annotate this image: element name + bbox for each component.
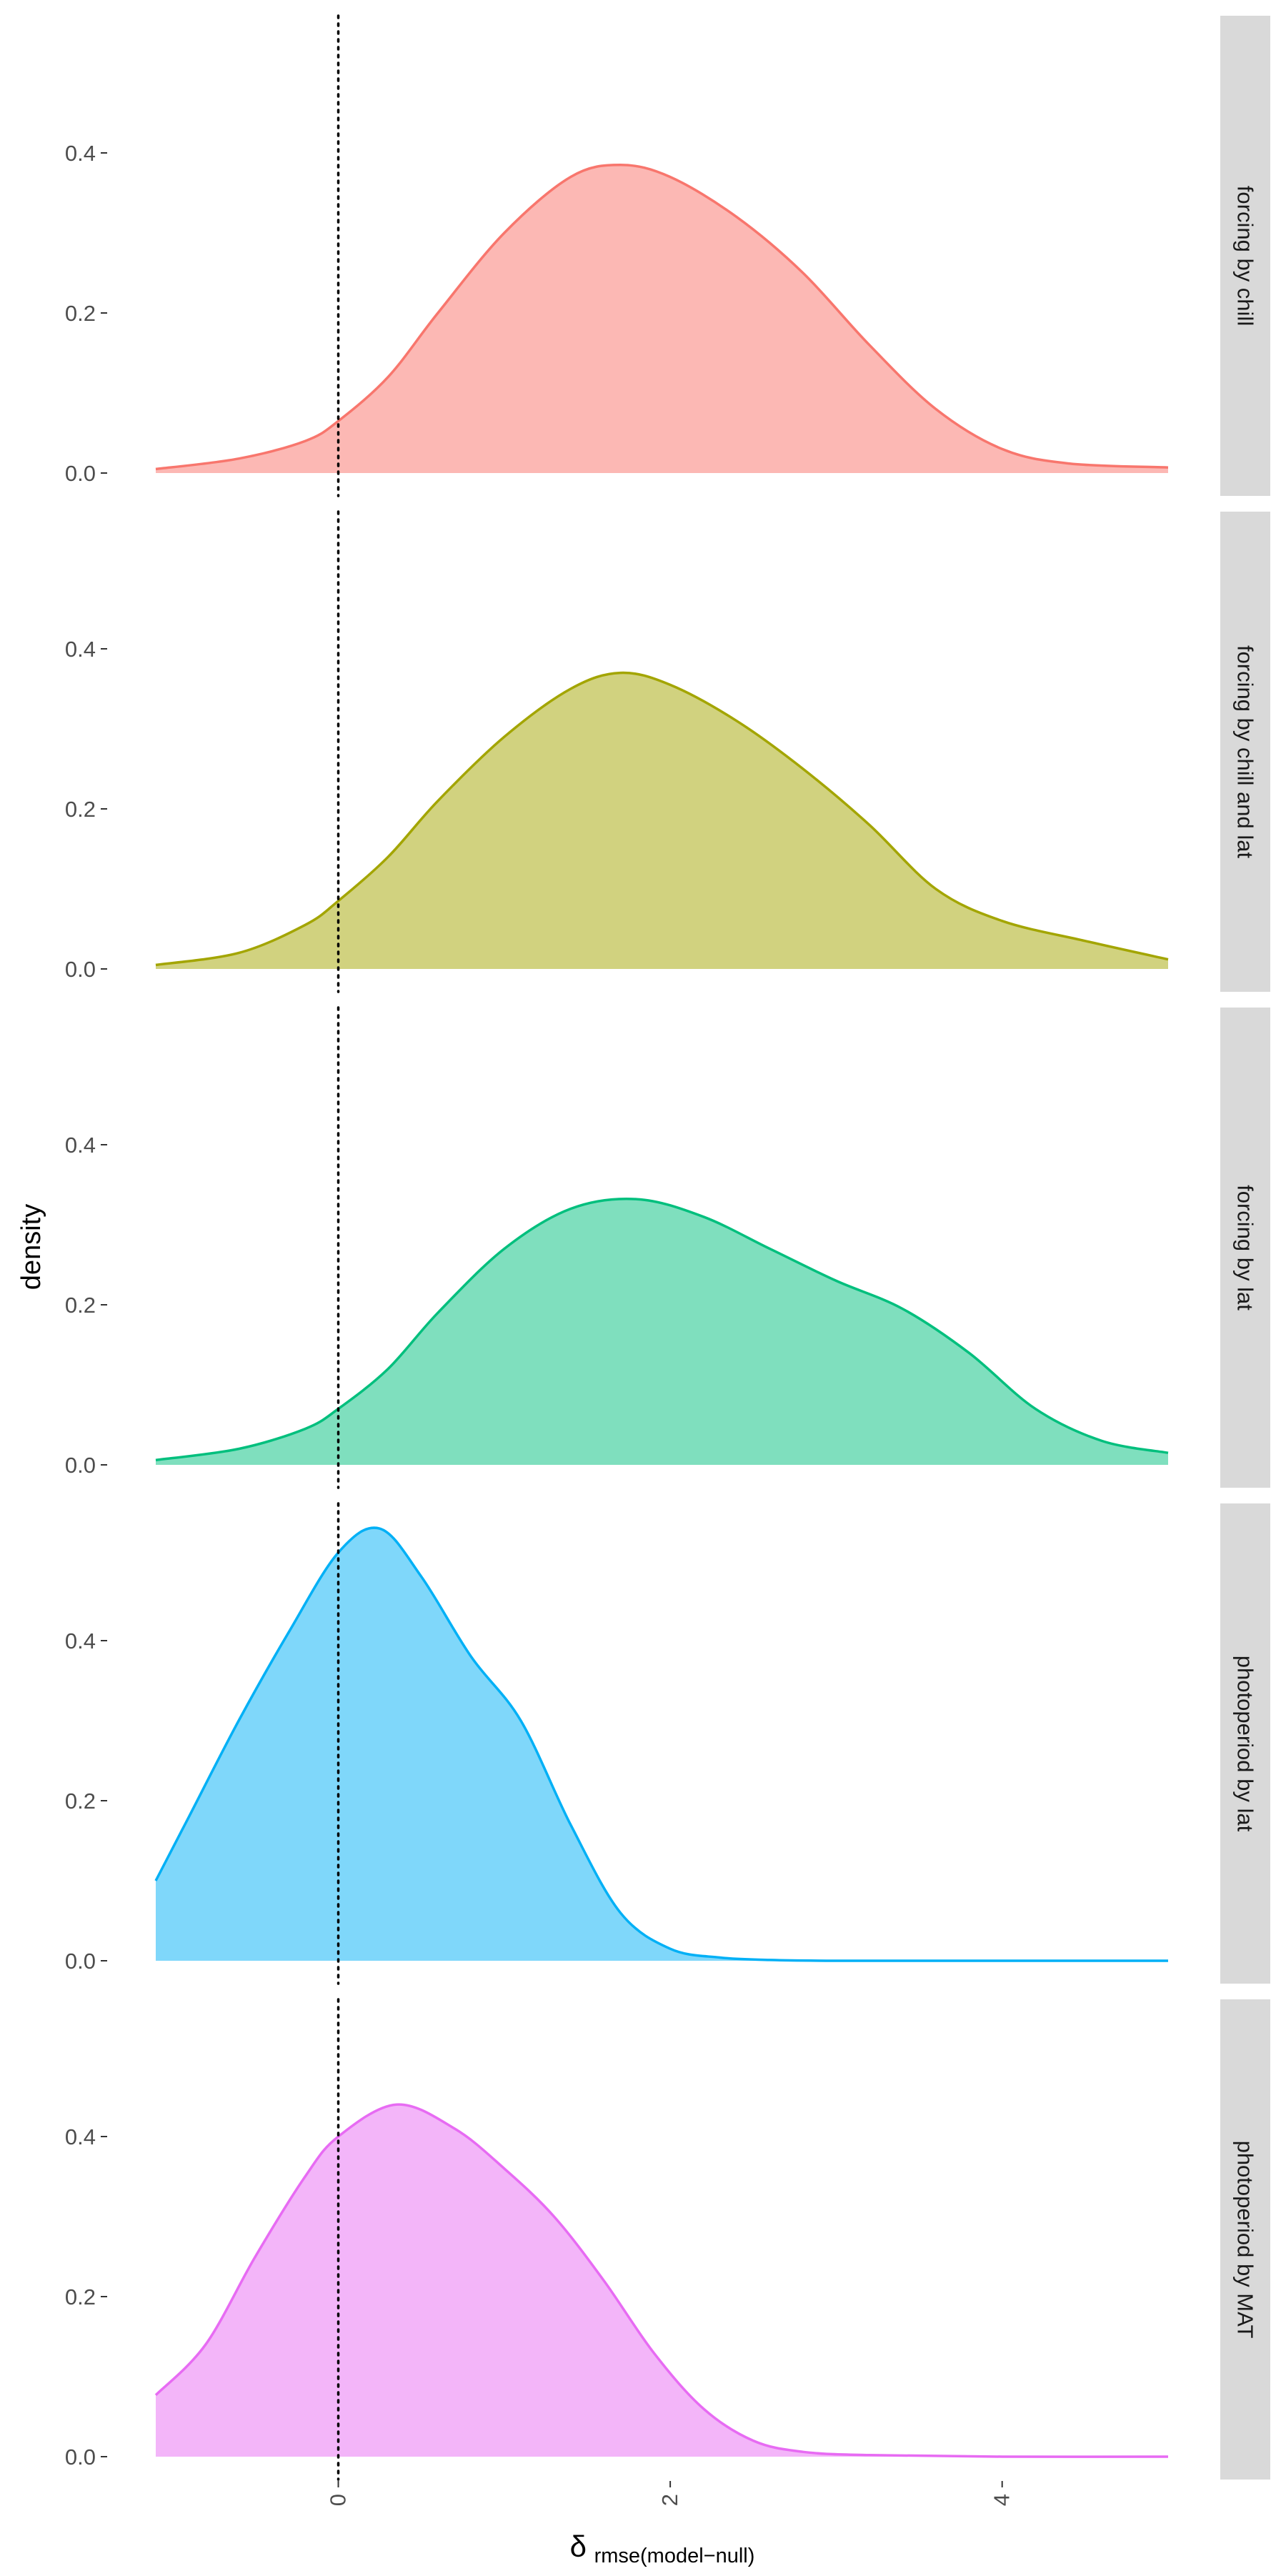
facet-strip-label: photoperiod by lat (1233, 1656, 1258, 1832)
y-tick-label: 0.2 (65, 2284, 96, 2309)
facet-panel: 0.0 0.2 0.4 photoperiod by MAT (65, 1998, 1270, 2481)
x-tick-label: 2 (657, 2494, 682, 2506)
x-axis-title: δ rmse(model−null) (570, 2530, 755, 2567)
facet-panel: 0.0 0.2 0.4 forcing by chill and lat (65, 510, 1270, 993)
facet-strip-label: photoperiod by MAT (1233, 2141, 1258, 2339)
density-area (156, 1528, 1168, 1961)
y-tick-label: 0.4 (65, 1133, 96, 1158)
x-axis: 0 2 4 (326, 2481, 1015, 2506)
y-tick-label: 0.0 (65, 957, 96, 982)
facet-strip (1220, 1008, 1270, 1488)
facet-panel: 0.0 0.2 0.4 forcing by chill (65, 14, 1270, 497)
y-tick-label: 0.0 (65, 2445, 96, 2470)
density-area (156, 672, 1168, 969)
y-tick-label: 0.4 (65, 141, 96, 166)
facet-strip-label: forcing by chill and lat (1233, 645, 1258, 858)
facet-strip (1220, 1503, 1270, 1984)
facet-strip (1220, 16, 1270, 496)
y-axis-title: density (16, 1204, 46, 1290)
density-curve (155, 671, 1169, 967)
y-tick-label: 0.2 (65, 797, 96, 822)
density-area (156, 164, 1168, 474)
density-area (156, 1198, 1168, 1465)
y-tick-label: 0.0 (65, 1949, 96, 1974)
density-curve (154, 2103, 1169, 2458)
facet-panel: 0.0 0.2 0.4 photoperiod by lat (65, 1502, 1270, 1985)
density-area (156, 2104, 1168, 2457)
y-tick-label: 0.4 (65, 637, 96, 662)
x-tick-label: 4 (990, 2494, 1015, 2506)
facet-strip-label: forcing by chill (1233, 186, 1258, 326)
facets-layer: 0.0 0.2 0.4 forcing by chill 0.0 0.2 0.4 forcin… (65, 14, 1270, 2481)
facet-strip (1220, 1999, 1270, 2480)
y-tick-label: 0.2 (65, 301, 96, 326)
y-tick-label: 0.0 (65, 461, 96, 486)
y-tick-label: 0.0 (65, 1453, 96, 1478)
y-tick-label: 0.4 (65, 2124, 96, 2149)
y-tick-label: 0.2 (65, 1789, 96, 1814)
facet-strip-label: forcing by lat (1233, 1185, 1258, 1311)
y-tick-label: 0.4 (65, 1628, 96, 1653)
facet-panel: 0.0 0.2 0.4 forcing by lat (65, 1006, 1270, 1489)
density-curve (155, 164, 1169, 471)
x-axis-title-symbol: δ (570, 2530, 587, 2563)
x-axis-title-subscript: rmse(model−null) (594, 2545, 755, 2567)
density-curve (154, 1526, 1168, 1962)
facet-strip (1220, 512, 1270, 992)
y-tick-label: 0.2 (65, 1293, 96, 1318)
density-curve (155, 1198, 1169, 1462)
x-tick-label: 0 (326, 2494, 351, 2506)
